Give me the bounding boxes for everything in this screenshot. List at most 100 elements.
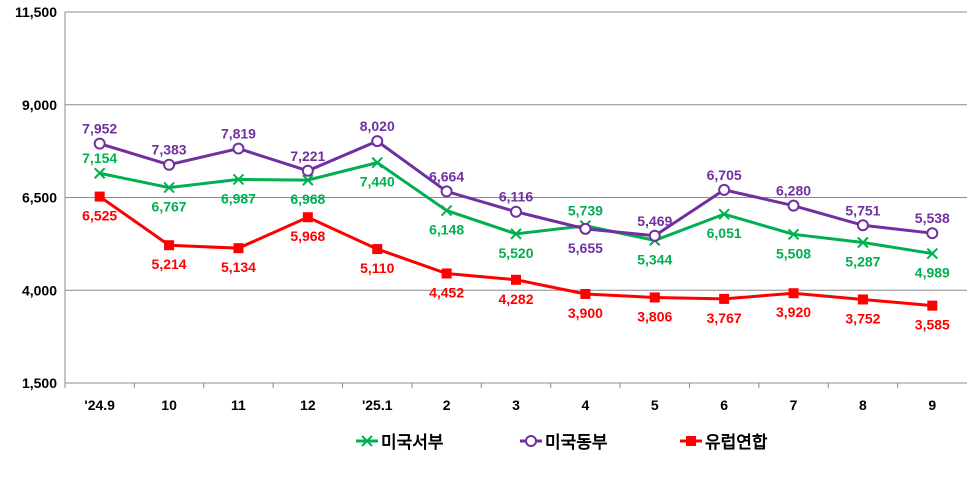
data-label: 5,520: [498, 245, 533, 261]
data-label: 5,134: [221, 259, 256, 275]
y-tick-label: 9,000: [22, 97, 57, 113]
circle-marker: [440, 185, 453, 198]
x-marker: [926, 247, 939, 260]
circle-marker: [93, 137, 106, 150]
data-label: 5,110: [360, 260, 394, 276]
data-label: 6,148: [429, 222, 464, 238]
data-label: 5,508: [776, 245, 811, 261]
square-marker: [649, 292, 660, 303]
circle-marker: [856, 219, 869, 232]
x-tick-label: 9: [928, 397, 936, 413]
square-marker: [372, 244, 383, 255]
data-label: 5,751: [845, 202, 880, 218]
legend-item-0: 미국서부: [356, 433, 444, 452]
x-tick-label: '24.9: [84, 397, 115, 413]
data-label: 7,221: [290, 148, 325, 164]
y-tick-label: 1,500: [22, 375, 57, 391]
y-tick-label: 6,500: [22, 190, 57, 206]
square-marker: [686, 436, 696, 446]
data-label: 6,664: [429, 168, 464, 184]
data-label: 5,344: [637, 251, 672, 267]
square-marker: [302, 212, 313, 223]
data-label: 5,739: [568, 203, 603, 219]
series-group: 7,154 6,767 6,987 6,968 7,440 6,148 5,520 5,739…: [82, 118, 950, 333]
x-marker: [302, 174, 314, 186]
circle-marker: [510, 205, 522, 218]
data-label: 3,585: [915, 317, 950, 333]
square-marker: [580, 288, 591, 299]
data-label: 3,900: [568, 305, 603, 321]
x-tick-label: 11: [231, 397, 246, 413]
gridlines: [65, 11, 967, 291]
data-label: 5,469: [637, 213, 672, 229]
square-marker: [94, 191, 105, 202]
circle-marker: [787, 199, 800, 212]
legend-item-2: 유럽연합: [680, 432, 768, 452]
square-marker: [857, 294, 868, 305]
data-label: 5,655: [568, 240, 603, 256]
square-marker: [164, 240, 175, 251]
series-0: 7,154 6,767 6,987 6,968 7,440 6,148 5,520 5,739…: [82, 150, 950, 280]
data-label: 7,440: [360, 174, 395, 190]
circle-marker: [301, 164, 314, 177]
legend: 미국서부 미국동부 유럽연합: [356, 432, 768, 452]
legend-label: 미국동부: [545, 433, 608, 452]
y-tick-label: 11,500: [15, 4, 57, 20]
circle-marker: [163, 158, 176, 171]
data-label: 6,987: [221, 190, 256, 206]
data-label: 4,282: [498, 291, 533, 307]
data-label: 5,968: [290, 228, 325, 244]
circle-marker: [718, 183, 731, 196]
x-marker: [718, 208, 730, 220]
x-marker: [361, 435, 373, 447]
x-marker: [371, 156, 383, 169]
data-label: 8,020: [360, 118, 395, 134]
data-label: 5,287: [845, 254, 880, 270]
data-label: 7,819: [221, 126, 256, 142]
circle-marker: [371, 135, 384, 148]
data-label: 7,952: [82, 121, 117, 137]
circle-marker: [579, 222, 592, 235]
data-label: 6,116: [499, 189, 533, 205]
x-tick-label: 2: [443, 397, 451, 413]
data-label: 6,280: [776, 183, 811, 199]
data-label: 5,214: [152, 256, 187, 272]
square-marker: [441, 268, 452, 279]
data-label: 6,705: [707, 167, 742, 183]
circle-marker: [525, 435, 537, 447]
legend-label: 미국서부: [381, 433, 444, 452]
x-tick-label: 4: [581, 397, 589, 413]
x-marker: [232, 173, 245, 186]
data-label: 6,968: [290, 191, 325, 207]
x-marker: [510, 228, 522, 240]
y-tick-label: 4,000: [22, 282, 57, 298]
square-marker: [719, 293, 730, 304]
square-marker: [788, 288, 799, 299]
circle-marker: [232, 142, 245, 155]
x-marker: [857, 236, 869, 249]
data-label: 3,806: [637, 308, 672, 324]
x-tick-label: 6: [720, 397, 728, 413]
square-marker: [927, 300, 938, 311]
legend-label: 유럽연합: [705, 432, 768, 452]
data-label: 7,154: [82, 150, 117, 166]
x-tick-label: 3: [512, 397, 520, 413]
x-tick-label: 8: [859, 397, 867, 413]
axes: 1,500 4,000 6,500 9,000 11,500 '24.9 10 11 12 '25…: [15, 4, 967, 413]
x-marker: [93, 167, 106, 179]
circle-marker: [648, 229, 661, 242]
series-2: 6,525 5,214 5,134 5,968 5,110 4,452 4,282 3,900…: [82, 191, 950, 333]
circle-marker: [926, 227, 939, 240]
data-label: 3,752: [845, 310, 880, 326]
x-tick-label: 5: [651, 397, 659, 413]
data-label: 4,989: [915, 265, 950, 281]
data-label: 7,383: [152, 142, 187, 158]
x-tick-label: 12: [300, 397, 316, 413]
x-tick-label: 10: [161, 397, 177, 413]
data-label: 6,525: [82, 208, 117, 224]
data-label: 3,920: [776, 304, 811, 320]
data-label: 5,538: [915, 210, 950, 226]
x-marker: [787, 228, 800, 241]
x-marker: [440, 204, 453, 217]
